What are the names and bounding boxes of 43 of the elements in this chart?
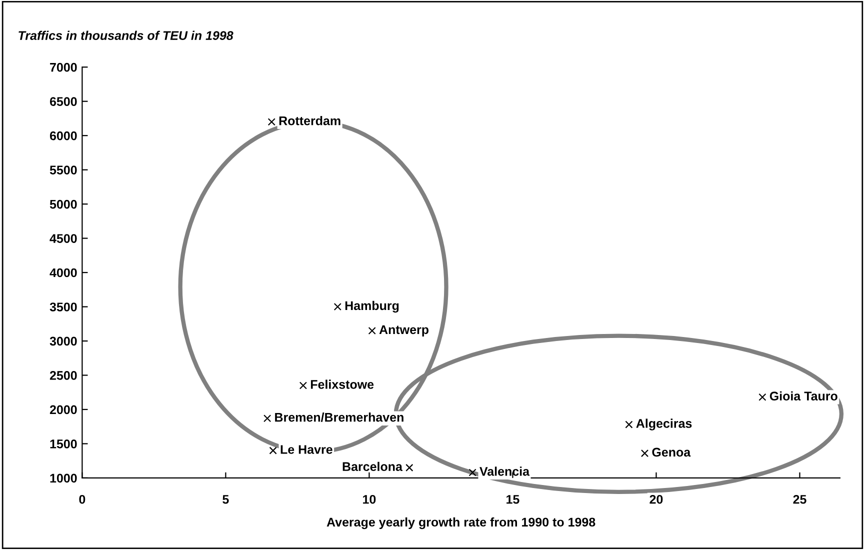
y-tick-label: 2000 bbox=[50, 405, 77, 414]
annotation: Hamburg bbox=[345, 300, 399, 313]
y-tick-label: 6500 bbox=[50, 97, 77, 106]
annotation: Valencia bbox=[480, 466, 530, 476]
y-tick-label: 3500 bbox=[50, 302, 77, 312]
y-tick-label: 4000 bbox=[50, 268, 77, 278]
point bbox=[406, 464, 414, 472]
y-tick-label: 6000 bbox=[50, 131, 77, 140]
annotation: Le Havre bbox=[280, 445, 332, 454]
x-tick-label: 10 bbox=[363, 494, 376, 504]
x-tick-label: 0 bbox=[79, 494, 86, 504]
point bbox=[334, 302, 342, 311]
y-tick-label: 5500 bbox=[50, 166, 77, 174]
y-tick-label: 1000 bbox=[50, 474, 77, 483]
annotation: Bremen/Bremerhaven bbox=[275, 412, 404, 422]
point bbox=[468, 468, 476, 476]
point bbox=[368, 326, 376, 335]
annotation: Genoa bbox=[652, 448, 691, 457]
point bbox=[263, 414, 272, 422]
y-tick-label: 7000 bbox=[50, 62, 77, 72]
point bbox=[268, 118, 276, 126]
annotation: Algeciras bbox=[636, 418, 692, 430]
point bbox=[299, 382, 307, 390]
y-tick-label: 3000 bbox=[50, 336, 77, 346]
point bbox=[758, 393, 766, 401]
x-tick-label: 15 bbox=[506, 495, 520, 504]
point bbox=[625, 420, 633, 428]
point bbox=[269, 446, 277, 454]
annotation: Rotterdam bbox=[279, 116, 340, 126]
annotation: Gioia Tauro bbox=[770, 391, 838, 401]
y-axis-title: Traffics in thousands of TEU in 1998 bbox=[18, 30, 234, 40]
x-tick-label: 20 bbox=[650, 494, 663, 504]
x-axis-title: Average yearly growth rate from 1990 to 1998 bbox=[326, 517, 596, 530]
y-tick-label: 2500 bbox=[50, 371, 77, 380]
point bbox=[640, 449, 649, 458]
y-tick-label: 5000 bbox=[50, 200, 77, 209]
annotation: Antwerp bbox=[379, 325, 428, 337]
y-tick-label: 1500 bbox=[50, 440, 77, 448]
x-tick-label: 25 bbox=[793, 494, 806, 504]
x-tick-label: 5 bbox=[222, 495, 229, 504]
annotation: Felixstowe bbox=[310, 380, 374, 389]
annotation: Barcelona bbox=[342, 462, 403, 472]
y-tick-label: 4500 bbox=[50, 234, 77, 243]
